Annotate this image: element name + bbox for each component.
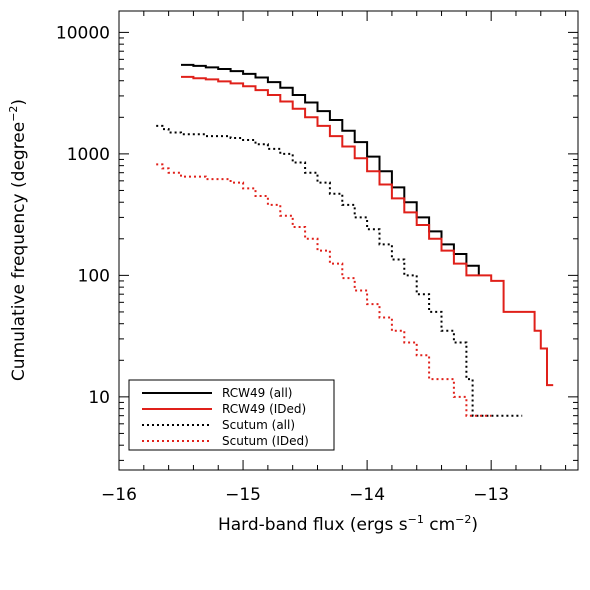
legend-label: RCW49 (IDed) (222, 402, 306, 416)
y-axis-label: Cumulative frequency (degree−2) (7, 99, 29, 381)
legend: RCW49 (all) RCW49 (IDed) Scutum (all) Scutu… (128, 379, 335, 451)
legend-box (128, 379, 335, 451)
x-axis-label: Hard-band flux (ergs s−1 cm−2) (218, 513, 478, 535)
axes-layer: −16 −15 −14 −13 10 100 1000 10000 (56, 11, 578, 505)
y-tick-label: 1000 (67, 145, 110, 165)
x-tick-label: −15 (225, 485, 261, 505)
y-axis-label-sup: −2 (7, 106, 20, 122)
x-tick-label: −16 (101, 485, 137, 505)
y-tick-label: 10 (88, 388, 110, 408)
series-line-scutum-all (156, 124, 523, 417)
x-axis-label-sup2: −2 (455, 513, 471, 526)
plot-frame (118, 10, 579, 471)
legend-label: Scutum (all) (222, 418, 295, 432)
x-tick-label: −14 (349, 485, 385, 505)
series-line-scutum-ided (156, 163, 492, 417)
series-line-rcw49-all (181, 63, 480, 276)
x-axis-label-mid: cm (424, 515, 455, 535)
y-tick-label: 100 (78, 266, 110, 286)
legend-label: Scutum (IDed) (222, 434, 309, 448)
y-tick-label: 10000 (56, 23, 110, 43)
legend-label: RCW49 (all) (222, 386, 292, 400)
x-axis-label-end: ) (471, 515, 478, 535)
x-axis-label-sup1: −1 (408, 513, 424, 526)
series-layer (156, 63, 554, 417)
y-axis-label-end: ) (9, 99, 29, 106)
x-tick-label: −13 (473, 485, 509, 505)
series-line-rcw49-ided (181, 75, 554, 387)
